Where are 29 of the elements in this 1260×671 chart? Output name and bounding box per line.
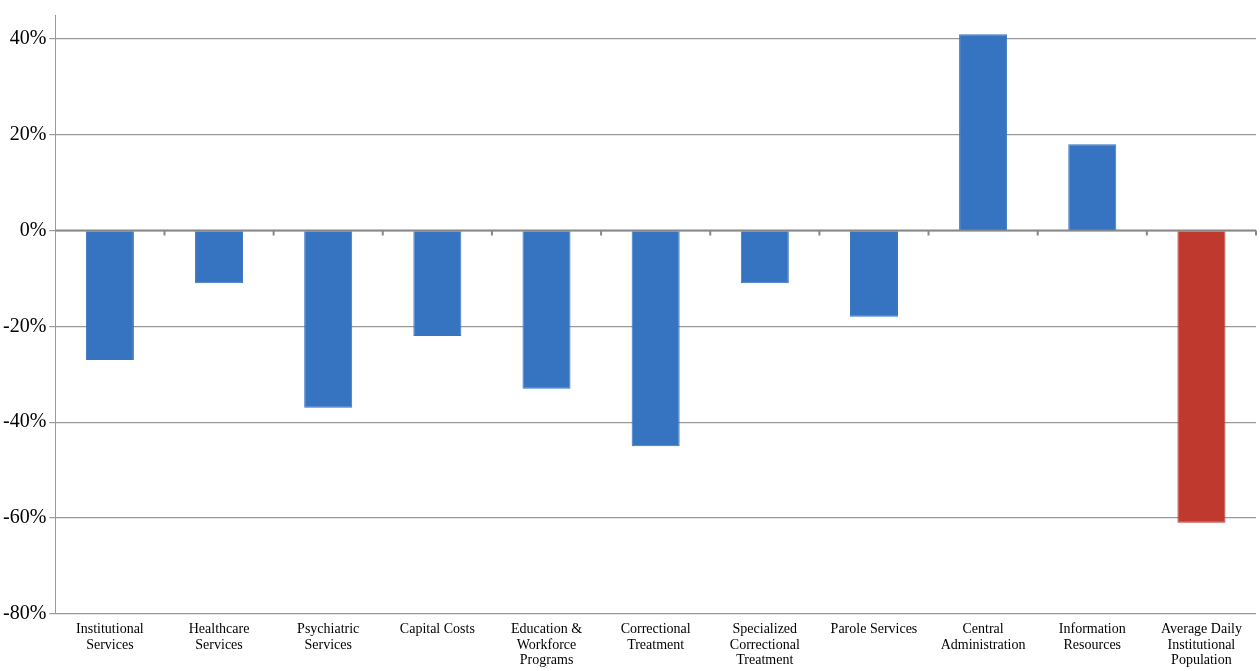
x-tick-label: Institutional Services [76,621,144,652]
bar [631,231,680,447]
bar [304,231,353,408]
x-tick-label: Specialized Correctional Treatment [729,621,800,667]
bar [849,231,898,317]
x-tick-label: Central Administration [940,621,1026,652]
y-tick-label: 20% [9,122,47,145]
y-tick-label: -60% [2,505,47,528]
bar [85,231,134,360]
x-tick-label: Information Resources [1058,621,1126,652]
x-tick-label: Education & Workforce Programs [510,621,583,667]
x-tick-label: Correctional Treatment [620,621,691,652]
bar [740,231,789,284]
bar [413,231,462,336]
y-tick-label: -20% [2,313,47,336]
y-tick-label: -80% [2,601,47,624]
bar [1068,144,1117,230]
bar [959,34,1008,230]
x-tick-label: Psychiatric Services [297,621,360,652]
bar [195,231,244,284]
y-tick-label: 0% [19,217,47,240]
bar [1177,231,1226,523]
bar [522,231,571,389]
x-tick-label: Parole Services [830,621,918,637]
x-tick-label: Healthcare Services [188,621,250,652]
y-tick-label: 40% [9,26,47,49]
y-tick-label: -40% [2,409,47,432]
x-tick-label: Average Daily Institutional Population [1160,621,1242,667]
x-tick-label: Capital Costs [399,621,475,637]
